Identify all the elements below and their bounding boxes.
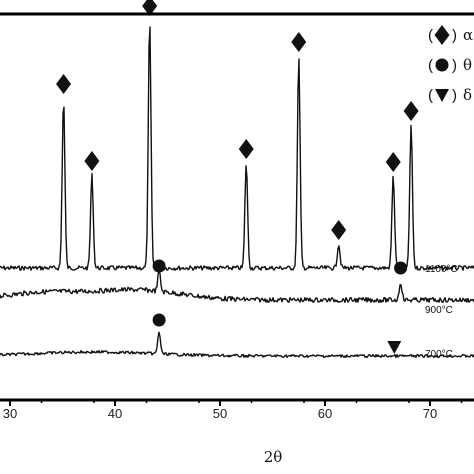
peak-marker-0-7 <box>403 101 419 121</box>
peak-marker-0-1 <box>84 151 100 171</box>
legend-label-1: θ <box>463 56 472 74</box>
legend-label-2: δ <box>463 86 472 104</box>
legend-close-paren-1: ) <box>452 57 457 74</box>
x-axis-title: 2θ <box>264 448 283 466</box>
legend-marker-0 <box>434 25 450 45</box>
series-label-1: 900°C <box>425 305 453 316</box>
peak-marker-0-0 <box>56 74 72 94</box>
legend-open-paren-0: ( <box>428 27 433 44</box>
x-tick-label-2: 50 <box>213 406 227 421</box>
legend-open-paren-2: ( <box>428 87 433 104</box>
legend: () α () θ () δ <box>428 25 473 104</box>
series-label-0: 1100°C <box>425 264 458 275</box>
legend-marker-2 <box>435 89 449 102</box>
x-tick-label-4: 70 <box>423 406 437 421</box>
x-tick-label-0: 30 <box>3 406 17 421</box>
peak-marker-1-0 <box>152 259 166 273</box>
plot-frame <box>0 12 474 402</box>
peak-marker-0-2 <box>142 0 158 16</box>
series-line-2 <box>0 331 474 359</box>
peak-marker-0-3 <box>238 139 254 159</box>
peak-marker-2-1 <box>387 341 402 354</box>
x-tick-label-1: 40 <box>108 406 122 421</box>
legend-close-paren-2: ) <box>452 87 457 104</box>
legend-marker-1 <box>435 58 449 72</box>
x-tick-label-3: 60 <box>318 406 332 421</box>
peak-marker-0-5 <box>331 220 347 240</box>
series-labels: 1100°C 900°C 700°C <box>425 264 458 360</box>
legend-label-0: α <box>463 26 473 44</box>
peak-marker-2-0 <box>152 313 166 327</box>
series-label-2: 700°C <box>425 349 453 360</box>
phase-markers <box>56 0 419 354</box>
legend-open-paren-1: ( <box>428 57 433 74</box>
peak-marker-0-6 <box>385 152 401 172</box>
series-line-1 <box>0 270 474 304</box>
series-line-0 <box>0 26 474 271</box>
legend-close-paren-0: ) <box>452 27 457 44</box>
peak-marker-0-4 <box>291 32 307 52</box>
spectrum-lines <box>0 26 474 359</box>
peak-marker-1-1 <box>394 261 408 275</box>
x-axis-ticks: 30 40 50 60 70 <box>3 400 463 421</box>
